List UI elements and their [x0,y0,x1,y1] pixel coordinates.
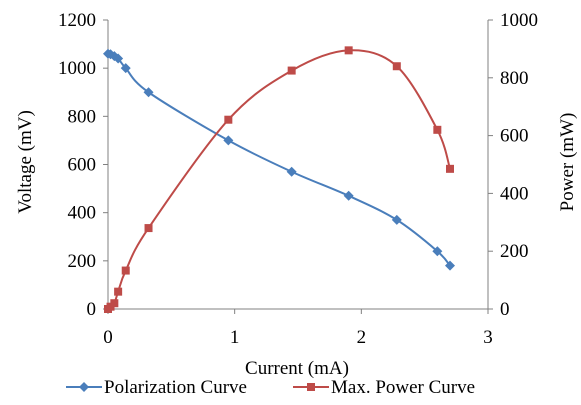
data-point [446,164,454,173]
data-point [223,135,234,146]
plot-series [103,46,455,313]
data-point [224,115,233,124]
x-tick-label: 2 [357,327,367,348]
y-axis-title-right: Power (mW) [557,113,578,212]
y-tick-label-left: 400 [68,203,97,224]
series-max-power-curve [104,46,454,313]
data-point [286,166,297,177]
y-tick-label-left: 200 [68,251,97,272]
data-point [120,63,131,74]
legend-entry: Max. Power Curve [293,377,475,398]
data-point [287,66,296,75]
y-tick-label-right: 0 [500,299,510,320]
y-axis-title-left: Voltage (mV) [15,110,36,214]
y-tick-label-left: 0 [87,299,97,320]
data-point [445,260,455,271]
data-point [432,246,443,257]
series-polarization-curve [103,48,455,271]
data-point [143,87,154,98]
data-point [344,46,353,55]
y-tick-label-right: 800 [500,68,529,89]
x-axis-title: Current (mA) [245,358,349,379]
legend-marker [307,383,315,391]
y-tick-label-right: 600 [500,126,529,147]
y-tick-label-left: 1200 [58,10,96,31]
data-point [121,266,130,275]
y-tick-label-right: 200 [500,241,529,262]
data-point [433,125,442,134]
data-point [391,214,402,225]
legend-marker [79,382,89,392]
legend-entry: Polarization Curve [66,377,247,398]
data-point [392,62,401,71]
axes: 0 1 2 3020040060080010001200020040060080010… [58,10,538,348]
x-tick-label: 0 [103,327,113,348]
legend-label: Max. Power Curve [331,377,475,398]
data-point [114,287,123,296]
data-point [343,190,354,201]
x-tick-label: 3 [483,327,493,348]
data-point [110,299,119,308]
y-tick-label-right: 1000 [500,10,538,31]
series-line [107,52,451,267]
y-tick-label-right: 400 [500,183,529,204]
data-point [144,224,153,233]
x-tick-label: 1 [230,327,240,348]
y-tick-label-left: 800 [68,106,97,127]
legend: Polarization Curve Max. Power Curve [66,377,475,398]
y-tick-label-left: 1000 [58,58,96,79]
data-point [113,53,124,64]
legend-label: Polarization Curve [104,377,247,398]
series-line [107,49,451,310]
y-tick-label-left: 600 [68,155,97,176]
